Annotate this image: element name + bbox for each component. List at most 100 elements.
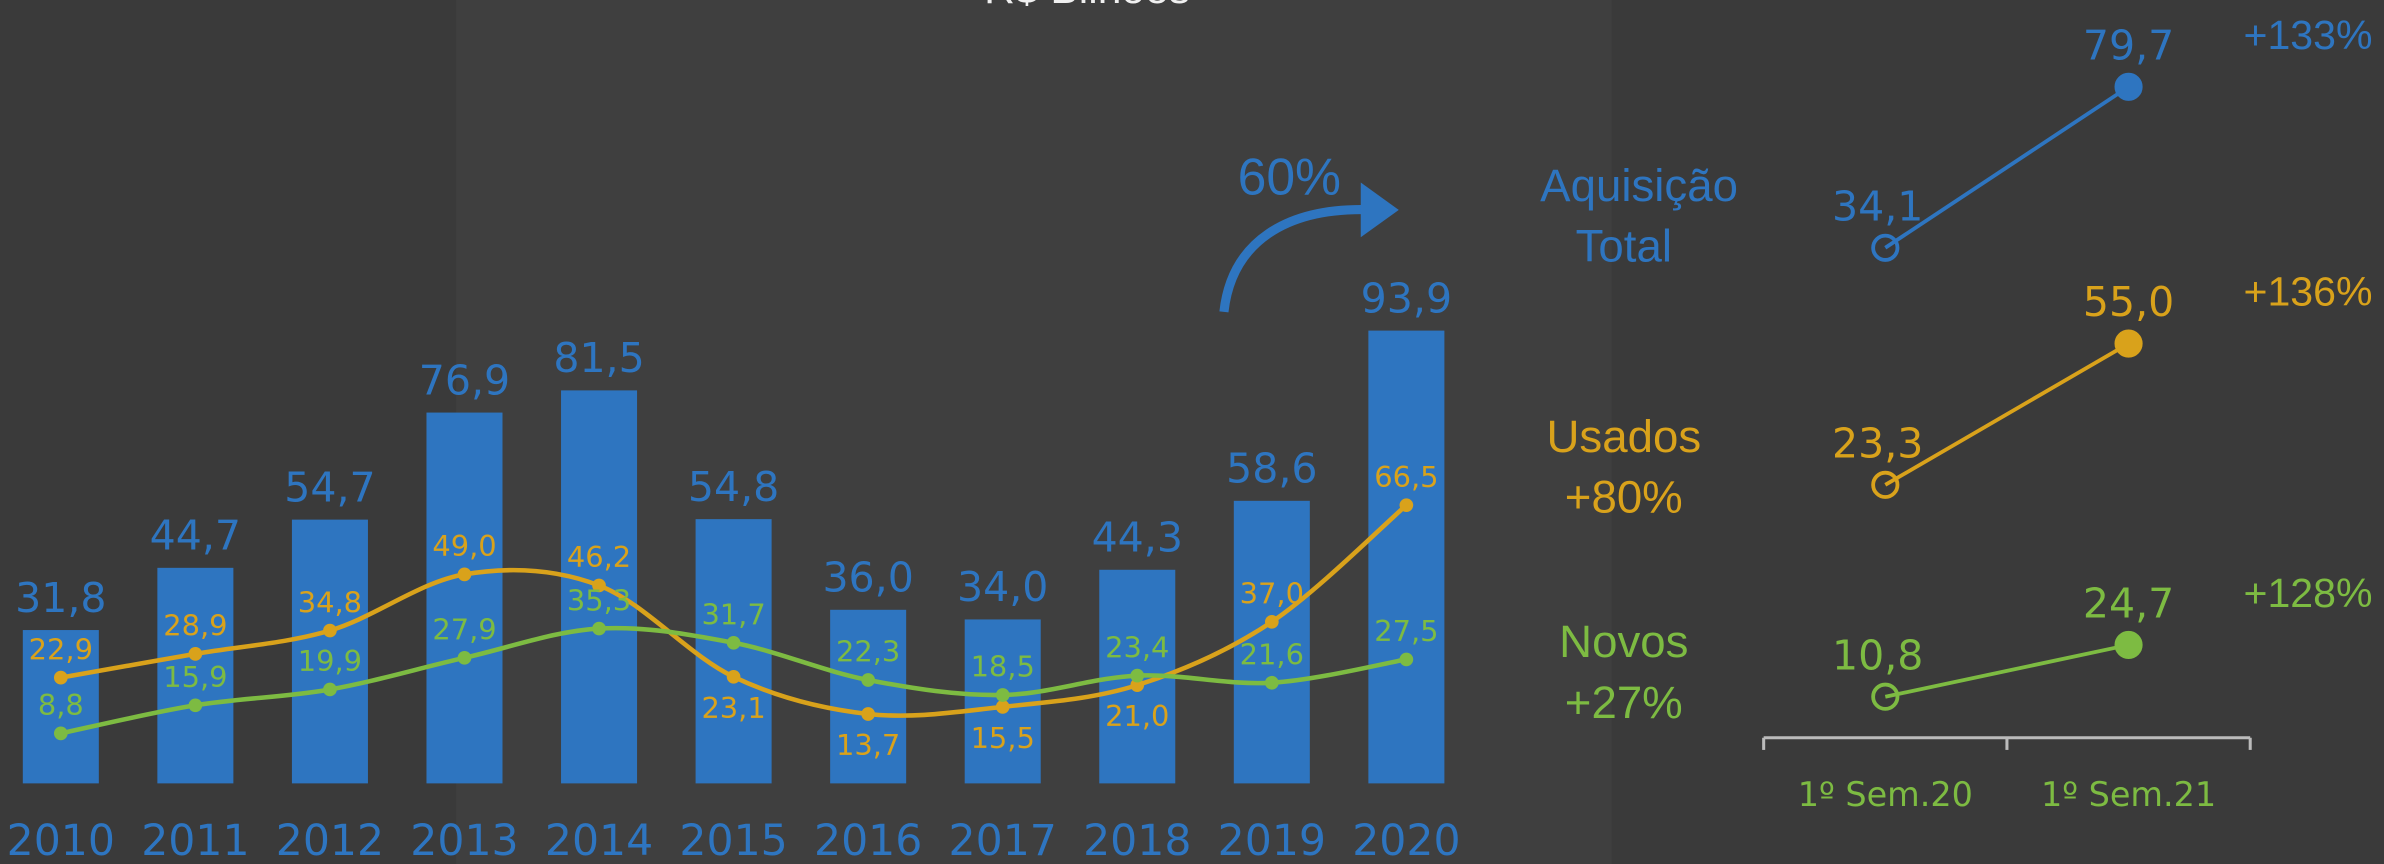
slope-value-label: 23,3 <box>1832 419 1923 467</box>
line-point <box>53 726 68 741</box>
x-tick-label: 2016 <box>814 816 922 864</box>
line-value-label: 23,4 <box>1105 630 1169 664</box>
line-point <box>861 707 875 721</box>
line-point <box>592 578 606 593</box>
bar-value-label: 44,3 <box>1092 514 1183 562</box>
line-point <box>1399 652 1414 667</box>
line-value-label: 21,6 <box>1240 637 1304 671</box>
bar <box>695 519 772 784</box>
line-value-label: 19,9 <box>298 644 362 678</box>
series-label-box: Aquisição Total <box>1540 157 1738 279</box>
bar <box>1368 330 1445 784</box>
line-point <box>188 647 203 661</box>
slope-point <box>2114 329 2143 358</box>
line-value-label: 18,5 <box>971 650 1035 684</box>
slope-point <box>2114 630 2143 660</box>
line-point <box>1399 498 1414 513</box>
bar <box>426 412 503 784</box>
line-point <box>457 567 472 582</box>
line-point <box>188 698 203 713</box>
series-label: Usados +80% <box>1487 408 1761 530</box>
annotation-arrow <box>1219 204 1377 313</box>
x-tick-label: 1º Sem.21 <box>2041 775 2216 814</box>
slope-line <box>1884 341 2130 487</box>
line-value-label: 22,9 <box>29 632 93 666</box>
line-point <box>1130 678 1145 692</box>
change-label: +128% <box>2244 570 2373 616</box>
bar-value-label: 36,0 <box>822 554 913 602</box>
x-tick-label: 2019 <box>1218 816 1326 864</box>
line-value-label: 23,1 <box>701 691 765 725</box>
line-value-label: 27,9 <box>432 613 496 647</box>
bar-value-label: 44,7 <box>150 512 241 560</box>
slope-value-label: 34,1 <box>1832 182 1923 230</box>
x-tick-label: 2018 <box>1083 816 1191 864</box>
change-label: +136% <box>2244 269 2373 315</box>
bar-value-label: 31,8 <box>15 574 106 622</box>
line-point <box>323 682 337 697</box>
line-point <box>457 650 472 665</box>
line-value-label: 22,3 <box>836 635 900 669</box>
bar <box>830 609 907 784</box>
line-point <box>726 635 741 650</box>
line-point <box>995 688 1010 702</box>
series-label-box: Usados +80% <box>1487 408 1761 530</box>
slope-value-label: 10,8 <box>1832 631 1923 679</box>
line-value-label: 21,0 <box>1105 699 1169 733</box>
line-value-label: 34,8 <box>298 585 362 619</box>
line-value-label: 37,0 <box>1240 577 1304 611</box>
bar <box>291 519 368 784</box>
slope-line <box>1884 643 2129 699</box>
series-label: Novos +27% <box>1487 613 1761 735</box>
x-tick-label: 2011 <box>141 816 249 864</box>
x-tick-label: 1º Sem.20 <box>1798 775 1973 814</box>
slope-point <box>1871 233 1900 262</box>
line-value-label: 13,7 <box>836 728 900 762</box>
line-point <box>1130 668 1145 683</box>
bar <box>1233 500 1310 784</box>
line-point <box>861 673 875 687</box>
change-label: +133% <box>2244 12 2373 58</box>
series-name: Usados <box>1546 412 1702 463</box>
line-point <box>323 623 337 638</box>
line-value-label: 28,9 <box>163 609 227 643</box>
line-value-label: 66,5 <box>1374 460 1438 494</box>
x-tick-label: 2012 <box>276 816 384 864</box>
line-value-label: 27,5 <box>1374 614 1438 648</box>
chart-title: R$ Bilhões <box>984 0 1190 13</box>
series-name: Novos <box>1559 617 1689 668</box>
x-tick-label: 2014 <box>545 816 653 864</box>
line-point <box>1264 675 1279 690</box>
bar-value-label: 54,7 <box>284 463 375 511</box>
bar-value-label: 58,6 <box>1226 445 1317 493</box>
bar-value-label: 34,0 <box>957 563 1048 611</box>
x-tick-label: 2010 <box>7 816 115 864</box>
x-tick-label: 2017 <box>949 816 1057 864</box>
bar-value-label: 93,9 <box>1361 274 1452 322</box>
series-growth: +80% <box>1564 473 1683 524</box>
slope-point <box>2114 72 2143 101</box>
bar-value-label: 54,8 <box>688 463 779 511</box>
line-value-label: 15,5 <box>971 721 1035 755</box>
line-value-label: 31,7 <box>701 598 765 632</box>
x-tick-label: 2015 <box>679 816 787 864</box>
series-label-box: Novos +27% <box>1487 613 1761 735</box>
slope-value-label: 24,7 <box>2083 580 2174 628</box>
x-tick-label: 2020 <box>1352 816 1460 864</box>
bar <box>22 630 99 784</box>
annotation: 60% <box>1238 148 1341 206</box>
line-value-label: 35,3 <box>567 583 631 617</box>
line-point <box>592 621 606 636</box>
line-value-label: 49,0 <box>432 529 496 563</box>
annotation-arrowhead <box>1360 182 1399 238</box>
series-growth: +27% <box>1564 678 1683 729</box>
line-point <box>726 669 741 684</box>
series-label: Aquisição Total <box>1540 157 1738 279</box>
slope-line <box>1884 85 2130 250</box>
line-point <box>995 700 1010 714</box>
slope-value-label: 79,7 <box>2083 21 2174 69</box>
line-value-label: 15,9 <box>163 660 227 694</box>
x-tick-label: 2013 <box>410 816 518 864</box>
